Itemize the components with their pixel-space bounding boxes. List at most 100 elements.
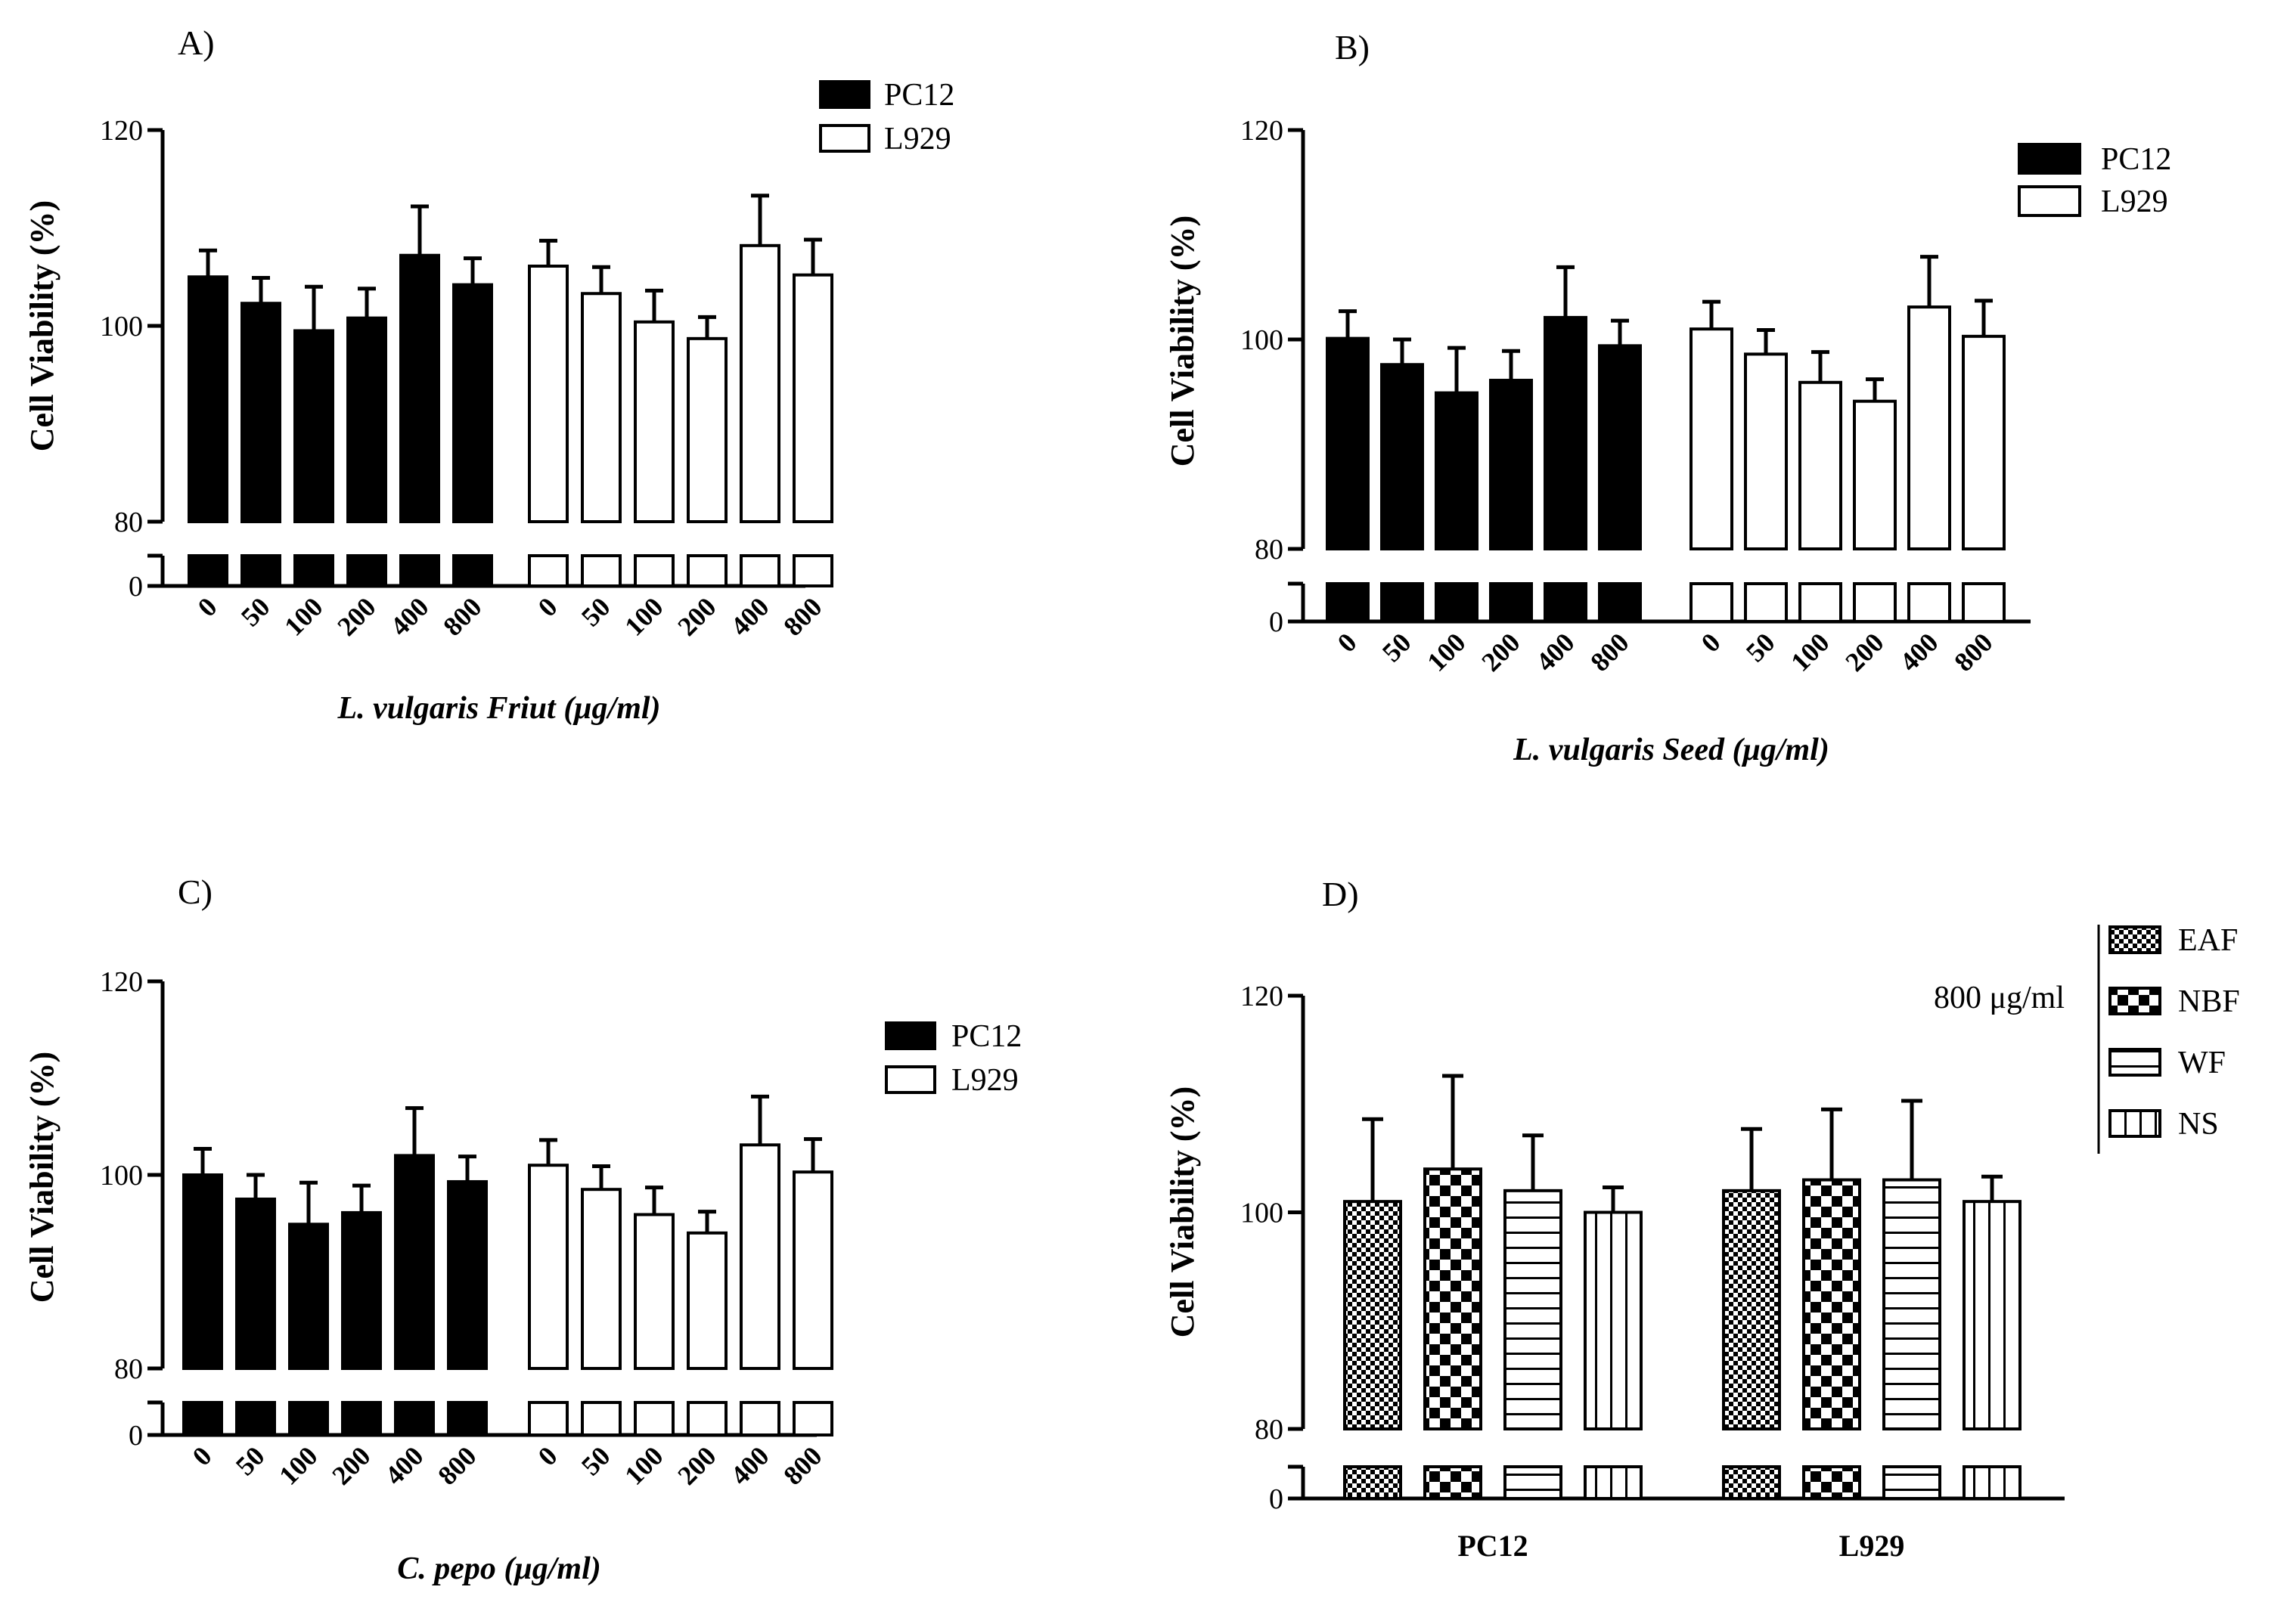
bar-PC12-50 [240,302,281,523]
x-tick-label: 200 [326,1440,376,1490]
bar-L929-400 [740,1143,780,1370]
legend-label-L929: L929 [2101,184,2168,219]
x-tick-label: 400 [1894,627,1944,677]
legend: PC12 L929 [2018,142,2171,219]
bar-L929-200 [687,1231,728,1371]
bar-stub-PC12-0 [182,1401,223,1436]
legend-swatch-PC12 [885,1021,936,1050]
y-tick-label: 0 [129,1420,143,1452]
y-tick-label: 0 [1269,606,1283,638]
legend-note: 800 μg/ml [1934,981,2065,1015]
x-tick-label: 400 [725,591,774,641]
bar-stub-PC12-800 [1598,582,1642,623]
bar-L929-100 [1798,380,1842,550]
x-tick-label: 100 [273,1440,323,1490]
legend-label-PC12: PC12 [2101,142,2171,177]
bar-PC12-WF [1503,1189,1562,1430]
bar-stub-PC12-50 [240,554,281,587]
bar-stub-L929-200 [1853,582,1897,623]
legend-swatch-L929 [885,1065,936,1094]
bar-stub-L929-400 [1907,582,1951,623]
panel-label: D) [1322,875,1359,913]
y-axis-title: Cell Viability (%) [1164,1086,1201,1337]
bar-stub-L929-NBF [1802,1465,1861,1500]
x-tick-label: 200 [1475,627,1525,677]
bar-stub-PC12-100 [288,1401,329,1436]
y-tick-label: 80 [1255,1414,1283,1446]
bar-stub-PC12-800 [452,554,493,587]
bar-L929-NBF [1802,1178,1861,1431]
bar-L929-800 [793,273,833,523]
x-tick-label: 0 [1696,627,1727,658]
bar-stub-PC12-50 [1380,582,1424,623]
bar-L929-0 [1689,327,1733,550]
bar-stub-L929-WF [1882,1465,1941,1500]
x-tick-label: 200 [1839,627,1889,677]
y-axis-title: Cell Viability (%) [1164,215,1201,466]
legend-label-PC12: PC12 [884,78,954,113]
bar-PC12-NS [1584,1210,1643,1430]
bar-L929-800 [793,1170,833,1371]
y-tick-label: 80 [114,507,143,538]
x-group-label: L929 [1839,1529,1905,1563]
x-tick-label: 200 [331,591,381,641]
bar-stub-PC12-WF [1503,1465,1562,1500]
bar-stub-L929-400 [740,1401,780,1436]
bar-PC12-100 [293,329,334,523]
legend-label-WF: WF [2178,1046,2226,1080]
bar-PC12-400 [399,253,440,523]
bar-PC12-400 [1544,315,1587,550]
y-tick-label: 120 [1240,115,1283,147]
x-tick-label: 100 [1421,627,1471,677]
x-tick-label: 400 [1530,627,1580,677]
legend-swatch-EAF [2108,925,2161,954]
bar-stub-PC12-100 [1435,582,1479,623]
x-tick-label: 50 [1740,627,1781,668]
bar-stub-PC12-NS [1584,1465,1643,1500]
bar-stub-L929-50 [581,1401,622,1436]
bar-stub-PC12-0 [188,554,228,587]
bar-PC12-0 [188,275,228,523]
bar-L929-WF [1882,1178,1941,1431]
bar-PC12-50 [235,1198,276,1370]
bar-stub-PC12-200 [1489,582,1533,623]
legend-label-NS: NS [2178,1107,2219,1142]
bar-stub-L929-EAF [1722,1465,1781,1500]
bar-PC12-0 [1326,336,1370,550]
bar-stub-L929-50 [581,554,622,587]
bar-L929-0 [528,265,569,523]
x-tick-label: 100 [1785,627,1835,677]
bar-L929-200 [687,336,728,523]
bar-stub-L929-200 [687,1401,728,1436]
bar-PC12-EAF [1343,1200,1402,1431]
x-tick-label: 200 [672,591,721,641]
bar-stub-PC12-800 [447,1401,488,1436]
bar-stub-L929-800 [793,1401,833,1436]
bar-stub-L929-100 [634,554,675,587]
bar-PC12-200 [341,1210,382,1371]
bar-PC12-800 [452,283,493,523]
bar-L929-400 [1907,305,1951,550]
bar-L929-200 [1853,399,1897,551]
x-tick-label: 0 [532,1440,563,1471]
x-axis-title: C. pepo (μg/ml) [397,1551,601,1586]
bar-L929-400 [740,243,780,523]
legend-swatch-PC12 [2018,143,2081,175]
x-tick-label: 50 [1376,627,1417,668]
chart-panel-3: D) 120 100 80 0 Cell Viability (%) PC12 L929 800… [1164,875,2240,1563]
legend: PC12 L929 [885,1019,1022,1098]
x-tick-label: 100 [619,1440,669,1490]
x-tick-label: 100 [278,591,328,641]
x-tick-label: 50 [230,1440,271,1481]
x-group-label: PC12 [1457,1529,1528,1563]
bar-stub-L929-NS [1963,1465,2022,1500]
bar-stub-PC12-100 [293,554,334,587]
y-axis-title: Cell Viability (%) [23,200,61,451]
bar-PC12-200 [346,316,387,523]
bar-PC12-100 [1435,391,1479,551]
bar-stub-L929-100 [634,1401,675,1436]
bar-stub-L929-800 [793,554,833,587]
